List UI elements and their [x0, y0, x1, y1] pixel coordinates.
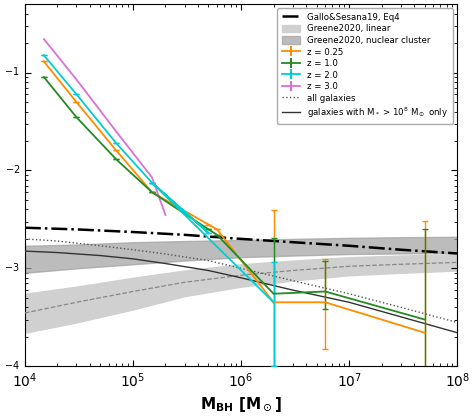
X-axis label: M$_{\mathbf{BH}}$ [M$_\odot$]: M$_{\mathbf{BH}}$ [M$_\odot$]: [200, 395, 282, 414]
Legend: Gallo&Sesana19, Eq4, Greene2020, linear, Greene2020, nuclear cluster, z = 0.25, : Gallo&Sesana19, Eq4, Greene2020, linear,…: [277, 8, 453, 124]
